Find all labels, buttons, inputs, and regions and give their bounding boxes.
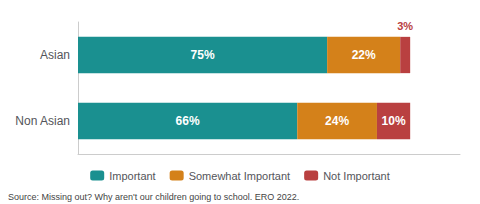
svg-text:Not Important: Not Important (323, 170, 390, 182)
svg-text:22%: 22% (352, 48, 376, 62)
svg-text:66%: 66% (176, 114, 200, 128)
svg-text:75%: 75% (191, 48, 215, 62)
svg-text:Asian: Asian (40, 48, 70, 62)
svg-text:Important: Important (109, 170, 155, 182)
svg-text:3%: 3% (397, 20, 413, 32)
svg-text:Source: Missing out? Why aren': Source: Missing out? Why aren't our chil… (8, 192, 299, 202)
svg-text:Non Asian: Non Asian (15, 114, 70, 128)
svg-text:Somewhat Important: Somewhat Important (189, 170, 290, 182)
svg-text:24%: 24% (325, 114, 349, 128)
svg-text:10%: 10% (382, 114, 406, 128)
